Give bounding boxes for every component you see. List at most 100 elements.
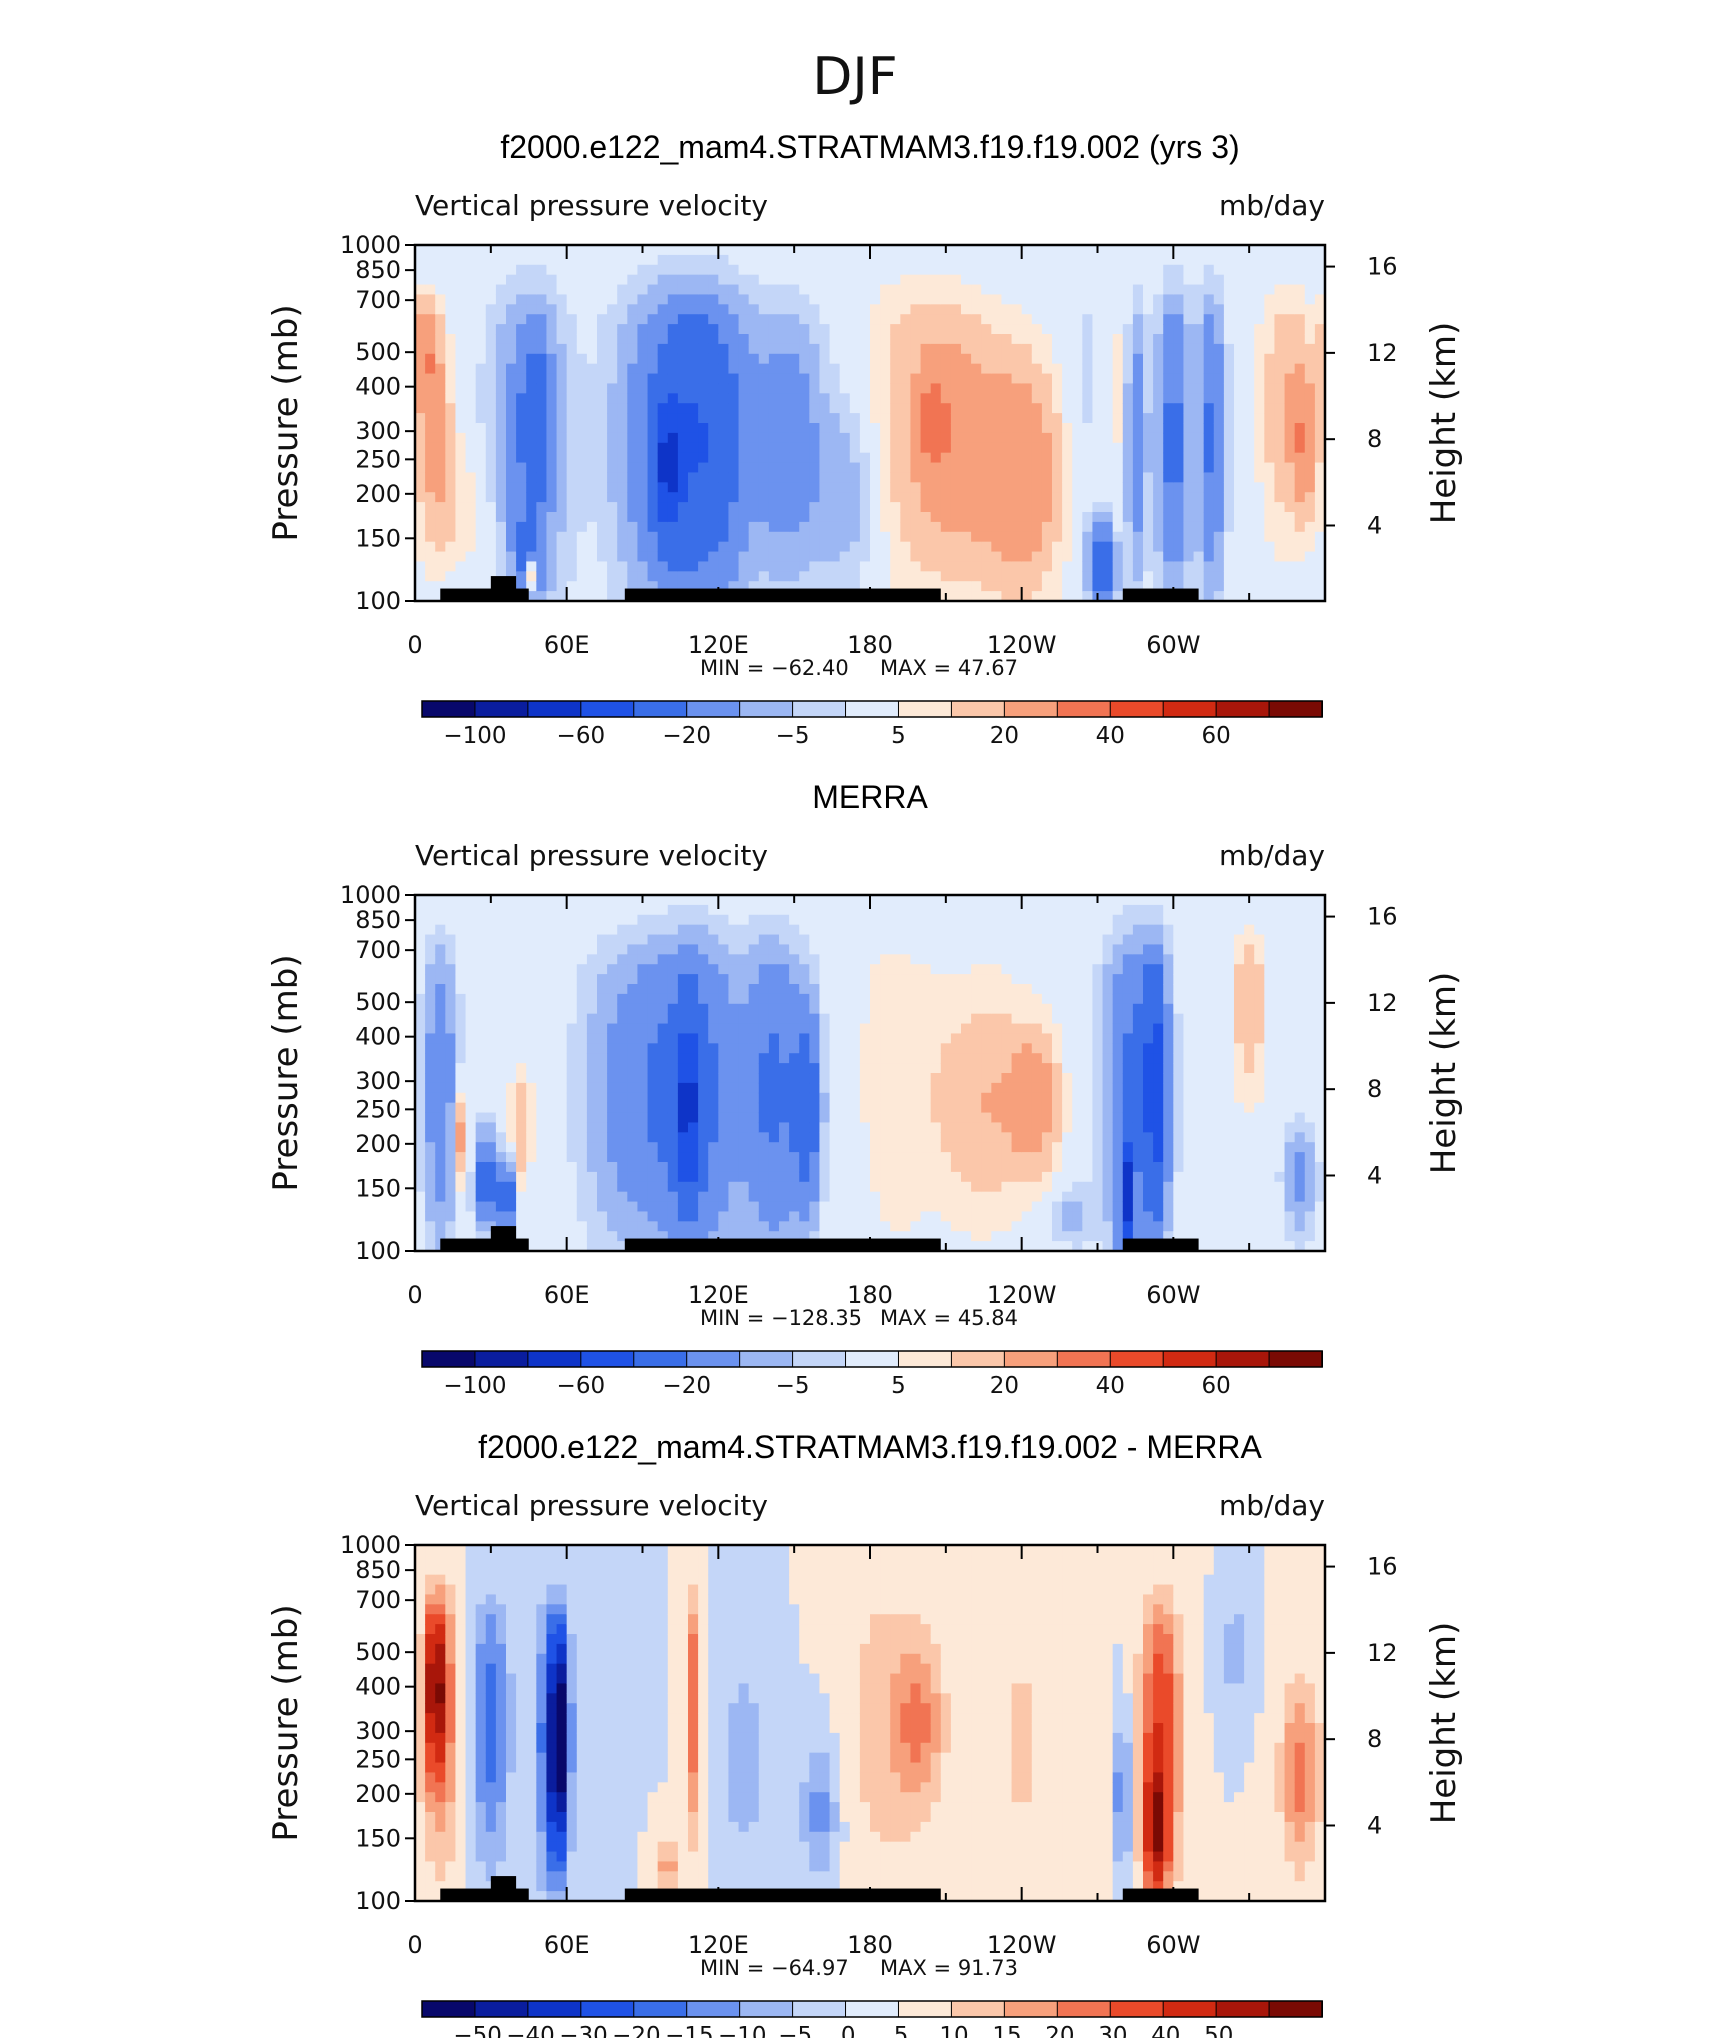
field-cell <box>1274 245 1286 256</box>
field-cell <box>748 264 760 276</box>
field-cell <box>556 1112 568 1124</box>
field-cell <box>829 294 841 305</box>
colorbar-swatch <box>897 700 953 718</box>
field-cell <box>809 304 821 315</box>
field-cell <box>1254 531 1265 543</box>
field-cell <box>667 274 679 286</box>
field-cell <box>1304 334 1316 345</box>
field-cell <box>718 1003 730 1015</box>
field-cell <box>1254 274 1265 286</box>
field-cell <box>1062 334 1073 345</box>
field-cell <box>526 502 537 513</box>
field-cell <box>435 974 446 985</box>
field-cell <box>637 432 649 444</box>
field-cell <box>779 1171 790 1183</box>
field-cell <box>657 442 669 454</box>
field-cell <box>516 1092 527 1104</box>
field-cell <box>445 1033 457 1044</box>
field-cell <box>839 254 851 266</box>
field-cell <box>667 1063 679 1074</box>
field-cell <box>758 1181 770 1193</box>
field-cell <box>1001 353 1013 365</box>
field-cell <box>627 551 639 563</box>
field-cell <box>799 561 810 572</box>
field-cell <box>799 1231 810 1242</box>
field-cell <box>506 993 517 1005</box>
field-cell <box>829 984 841 995</box>
field-cell <box>1001 581 1013 592</box>
field-cell <box>930 432 942 444</box>
field-cell <box>971 343 982 355</box>
field-cell <box>698 324 709 335</box>
field-cell <box>1304 442 1316 454</box>
field-cell <box>566 1162 578 1173</box>
field-cell <box>667 502 679 513</box>
field-cell <box>758 1132 770 1143</box>
field-cell <box>506 1142 517 1153</box>
field-cell <box>718 1221 730 1232</box>
field-cell <box>961 334 972 345</box>
field-cell <box>566 245 578 256</box>
field-cell <box>940 432 952 444</box>
field-cell <box>900 462 912 474</box>
field-cell <box>1001 541 1013 553</box>
field-cell <box>971 482 982 493</box>
field-cell <box>415 462 426 474</box>
field-cell <box>768 373 780 385</box>
field-cell <box>688 423 699 434</box>
field-cell <box>819 1231 831 1242</box>
field-cell <box>728 1162 740 1173</box>
land-bar <box>1122 588 1199 601</box>
field-cell <box>698 423 709 434</box>
field-cell <box>586 1122 598 1133</box>
field-cell <box>455 1033 467 1044</box>
field-cell <box>607 1112 618 1124</box>
field-cell <box>880 314 891 325</box>
field-cell <box>1122 363 1134 375</box>
field-cell <box>455 383 467 394</box>
field-cell <box>1244 442 1255 454</box>
field-cell <box>1274 343 1286 355</box>
field-cell <box>981 403 992 414</box>
field-cell <box>940 442 952 454</box>
field-cell <box>475 561 487 572</box>
field-cell <box>536 944 548 955</box>
field-cell <box>1294 393 1306 404</box>
field-cell <box>425 1181 436 1193</box>
field-cell <box>495 432 507 444</box>
field-cell <box>647 334 659 345</box>
field-cell <box>880 482 891 493</box>
field-cell <box>415 1122 426 1133</box>
field-cell <box>677 462 689 474</box>
field-cell <box>971 502 982 513</box>
field-cell <box>829 1201 841 1213</box>
field-cell <box>728 1013 740 1025</box>
field-cell <box>485 944 497 955</box>
field-cell <box>1122 314 1134 325</box>
field-cell <box>546 373 558 385</box>
field-cell <box>859 1102 871 1114</box>
field-cell <box>870 383 881 394</box>
field-cell <box>677 1053 689 1064</box>
field-cell <box>890 403 901 414</box>
field-cell <box>556 274 568 286</box>
field-cell <box>789 403 800 414</box>
field-cell <box>556 432 568 444</box>
field-cell <box>526 452 537 464</box>
field-cell <box>637 581 649 592</box>
field-cell <box>920 343 932 355</box>
field-cell <box>991 334 1003 345</box>
field-cell <box>586 1102 598 1114</box>
field-cell <box>1021 561 1033 572</box>
field-cell <box>657 294 669 305</box>
field-cell <box>819 294 831 305</box>
field-cell <box>1153 581 1164 592</box>
field-cell <box>627 432 639 444</box>
field-cell <box>445 904 457 916</box>
field-cell <box>738 984 750 995</box>
field-cell <box>829 284 841 296</box>
field-cell <box>859 914 871 926</box>
field-cell <box>617 1112 628 1124</box>
field-cell <box>586 895 598 906</box>
field-cell <box>1314 442 1326 454</box>
